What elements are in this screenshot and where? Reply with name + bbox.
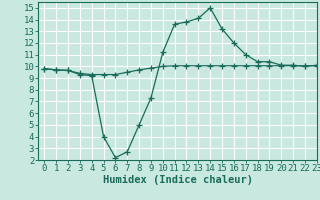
X-axis label: Humidex (Indice chaleur): Humidex (Indice chaleur) [103, 175, 252, 185]
